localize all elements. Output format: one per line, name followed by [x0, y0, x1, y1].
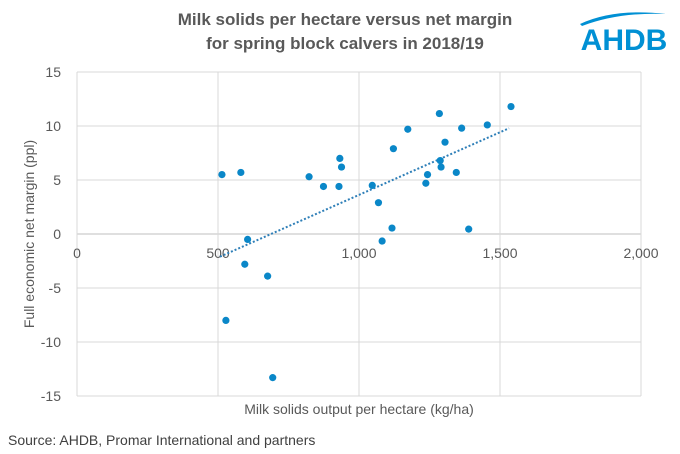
x-axis-label: Milk solids output per hectare (kg/ha)	[244, 401, 474, 417]
x-tick-label: 500	[206, 245, 230, 261]
y-tick-label: 10	[45, 118, 61, 134]
y-tick-label: -15	[41, 388, 61, 404]
data-point	[241, 260, 249, 268]
data-point	[374, 199, 383, 207]
svg-text:AHDB: AHDB	[581, 24, 668, 56]
chart-title-line-2: for spring block calvers in 2018/19	[206, 34, 484, 53]
data-point	[423, 171, 432, 179]
y-tick-label: -10	[41, 334, 61, 350]
data-point	[368, 181, 376, 189]
data-point	[483, 121, 491, 129]
ahdb-logo: AHDB	[580, 12, 668, 56]
y-axis-label: Full economic net margin (ppl)	[21, 140, 37, 328]
data-point	[264, 272, 272, 280]
data-point	[465, 225, 473, 233]
data-point	[244, 235, 252, 243]
data-point	[378, 237, 386, 245]
x-tick-label: 2,000	[623, 245, 658, 261]
source-note: Source: AHDB, Promar International and p…	[8, 432, 316, 448]
data-point	[336, 154, 344, 162]
data-point	[388, 224, 396, 232]
data-point	[436, 156, 444, 165]
data-point	[507, 102, 515, 111]
data-point	[435, 109, 443, 118]
data-point	[337, 163, 346, 171]
data-point	[404, 125, 412, 133]
data-point	[389, 145, 398, 153]
y-tick-label: 15	[45, 64, 61, 80]
data-point	[458, 124, 466, 132]
y-tick-label: 0	[53, 226, 61, 242]
y-tick-label: 5	[53, 172, 61, 188]
x-tick-label: 1,500	[482, 245, 517, 261]
data-point	[437, 163, 445, 171]
trendline	[219, 127, 510, 258]
data-point	[269, 374, 277, 382]
data-point	[305, 173, 313, 181]
data-point	[218, 171, 226, 179]
data-point	[422, 179, 430, 187]
x-tick-label: 1,000	[341, 245, 376, 261]
data-point	[452, 168, 460, 177]
data-point	[222, 316, 230, 324]
data-point	[441, 138, 449, 146]
chart-title-line-1: Milk solids per hectare versus net margi…	[177, 10, 513, 29]
data-point	[319, 182, 328, 191]
data-point	[237, 168, 245, 177]
x-tick-label: 0	[73, 245, 81, 261]
y-tick-label: -5	[49, 280, 62, 296]
data-point	[335, 182, 343, 191]
